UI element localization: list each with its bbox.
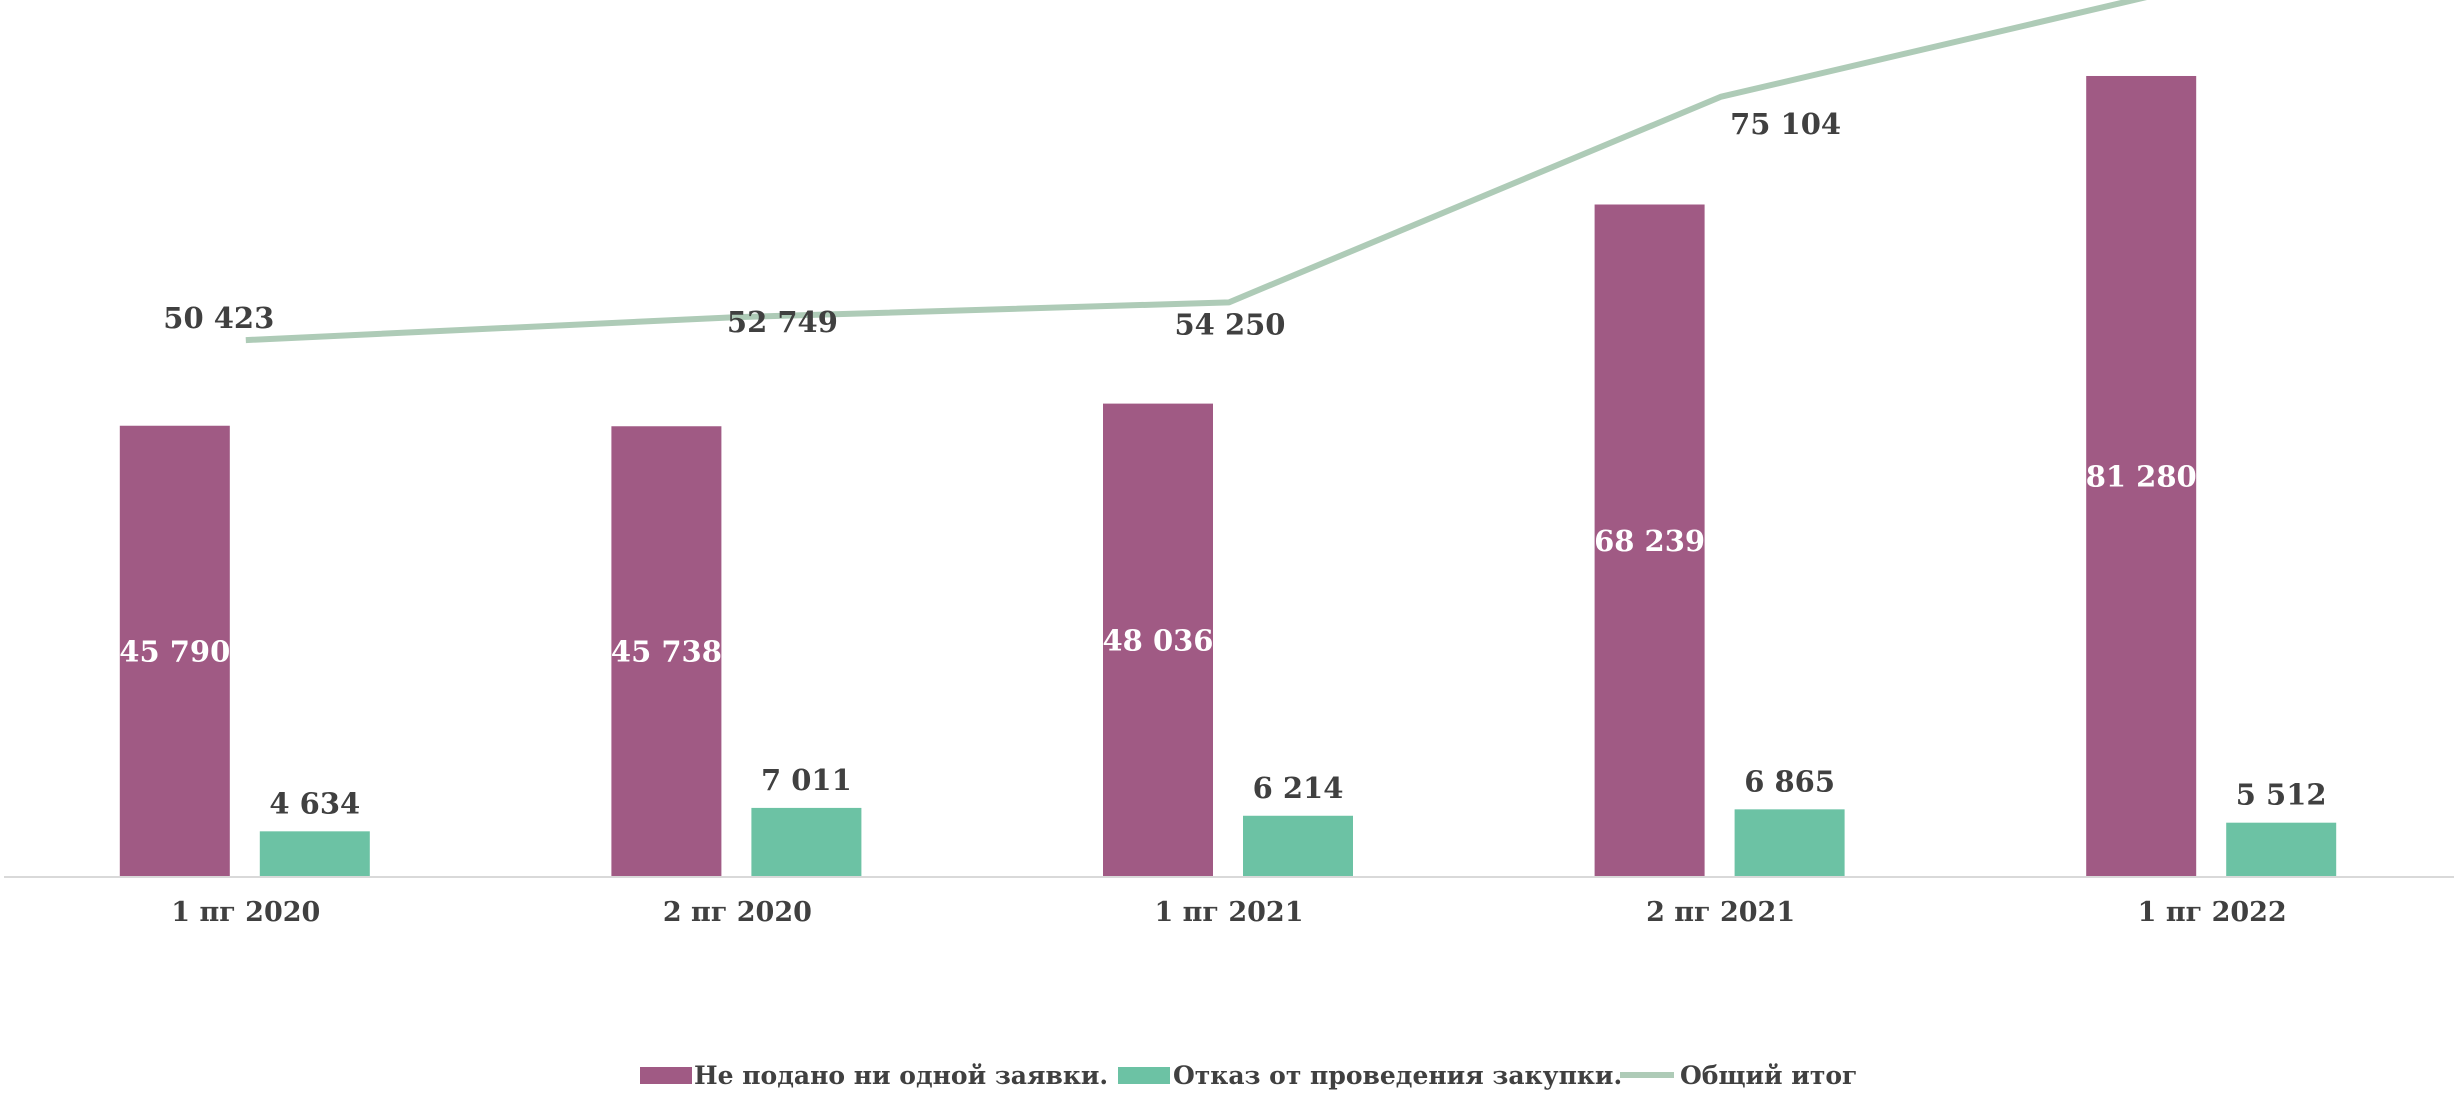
bar-label-series1-5: 81 280 [2086, 459, 2197, 493]
bar-label-series1-4: 68 239 [1594, 524, 1705, 558]
bar-label-series2-5: 5 512 [2236, 778, 2327, 812]
bar-label-series1-3: 48 036 [1103, 623, 1214, 657]
bar-series1-2 [611, 426, 722, 877]
labels-layer: 45 790 45 738 48 036 68 239 81 280 4 634 7 011… [119, 107, 2327, 820]
legend-swatch-1 [640, 1067, 692, 1084]
legend-label-3: Общий итог [1680, 1061, 1857, 1090]
legend-swatch-2 [1118, 1067, 1170, 1084]
bar-label-series1-1: 45 790 [119, 634, 230, 668]
legend-layer: Не подано ни одной заявки. Отказ от прове… [640, 1061, 1857, 1090]
bars-layer [119, 75, 2337, 878]
legend-label-1: Не подано ни одной заявки. [694, 1061, 1108, 1090]
bar-series2-3 [1243, 815, 1353, 877]
x-tick-label-5: 1 пг 2022 [2138, 897, 2287, 928]
line-total [245, 0, 2148, 344]
bar-series2-1 [259, 831, 370, 877]
bar-label-series2-4: 6 865 [1744, 764, 1835, 798]
x-tick-label-3: 1 пг 2021 [1154, 897, 1303, 928]
line-layer [245, 0, 2148, 344]
bar-label-series2-3: 6 214 [1253, 771, 1344, 805]
bar-series2-5 [2226, 822, 2337, 877]
bar-series1-1 [119, 425, 230, 877]
axis-layer: 1 пг 2020 2 пг 2020 1 пг 2021 2 пг 2021 1 пг… [4, 876, 2454, 928]
line-label-1: 50 423 [163, 301, 274, 335]
legend-label-2: Отказ от проведения закупки. [1173, 1061, 1622, 1090]
x-tick-label-4: 2 пг 2021 [1646, 897, 1795, 928]
bar-series1-5 [2086, 75, 2197, 878]
bar-label-series1-2: 45 738 [611, 635, 722, 669]
bar-label-series2-2: 7 011 [761, 763, 852, 797]
bar-series1-4 [1594, 204, 1705, 878]
bar-series1-3 [1103, 403, 1213, 877]
bar-series2-4 [1734, 809, 1845, 877]
line-label-3: 54 250 [1175, 307, 1286, 341]
bar-series2-2 [751, 807, 862, 877]
line-label-4: 75 104 [1730, 107, 1841, 141]
bar-label-series2-1: 4 634 [269, 786, 360, 820]
x-tick-label-2: 2 пг 2020 [663, 897, 812, 928]
line-label-2: 52 749 [727, 305, 838, 339]
x-tick-label-1: 1 пг 2020 [171, 897, 320, 928]
